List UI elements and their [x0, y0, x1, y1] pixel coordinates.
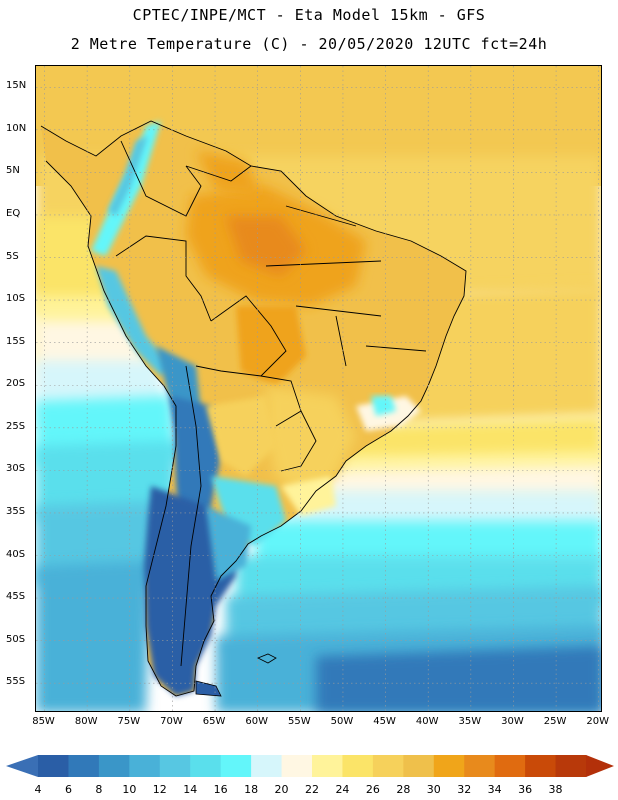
title-line-2: 2 Metre Temperature (C) - 20/05/2020 12U…: [70, 35, 548, 53]
tierra-del-fuego: [195, 680, 222, 697]
argentina-north: [206, 396, 276, 476]
border-brazil-states: [265, 205, 427, 367]
colorbar-cell: [342, 755, 374, 777]
ocean-band-6: [316, 646, 601, 711]
andes-cold-north: [108, 136, 148, 216]
lat-label: 10S: [6, 293, 26, 305]
lon-label: 55W: [288, 716, 311, 727]
colorbar-tick-label: 18: [244, 783, 259, 796]
lon-label: 85W: [32, 716, 55, 727]
lat-label: 50S: [6, 633, 26, 645]
lat-label: 5S: [6, 250, 19, 262]
colorbar-cell: [494, 755, 526, 777]
lon-label: 60W: [245, 716, 268, 727]
coastline: [40, 120, 467, 697]
border-paraguay: [260, 375, 302, 427]
border-venezuela: [185, 165, 252, 182]
lon-label: 45W: [373, 716, 396, 727]
colorbar-tick-label: 38: [548, 783, 563, 796]
colorbar-tick-label: 24: [335, 783, 350, 796]
lon-label: 75W: [117, 716, 141, 727]
colorbar-cell: [251, 755, 283, 777]
colorbar-cell: [159, 755, 191, 777]
colorbar-tick-label: 20: [274, 783, 289, 796]
lat-label: 35S: [6, 505, 26, 517]
pacific-10: [36, 561, 151, 711]
lat-label: 5N: [6, 165, 20, 177]
land-coast-20: [356, 396, 421, 431]
colorbar-cell: [129, 755, 161, 777]
colorbar-cell: [525, 755, 557, 777]
border-argentina-chile: [180, 365, 202, 667]
andes-peru: [96, 266, 171, 376]
title-line-1: CPTEC/INPE/MCT - Eta Model 15km - GFS: [132, 6, 486, 24]
colorbar-tick-label: 34: [487, 783, 502, 796]
lat-label: EQ: [6, 207, 21, 219]
lon-label: 35W: [458, 716, 482, 727]
colorbar-cell: [38, 755, 69, 777]
lon-label: 20W: [586, 716, 610, 727]
colorbar-cell: [555, 755, 587, 777]
map-canvas: [36, 66, 601, 711]
colorbar-tick-label: 26: [365, 783, 380, 796]
lat-label: 30S: [6, 463, 26, 475]
colorbar-high-arrow: [586, 755, 614, 777]
pacific-14: [36, 441, 176, 521]
land-pantanal: [236, 306, 306, 386]
colorbar-cell: [190, 755, 222, 777]
colorbar-cell: [281, 755, 313, 777]
country-borders: [40, 120, 467, 697]
colorbar-tick-label: 16: [213, 783, 228, 796]
colorbar-tick-label: 22: [305, 783, 319, 796]
lon-label: 80W: [74, 716, 98, 727]
colorbar-cell: [372, 755, 404, 777]
border-colombia: [120, 140, 202, 217]
colorbar-tick-label: 6: [64, 783, 72, 796]
falklands: [257, 653, 277, 664]
border-bolivia: [195, 295, 287, 377]
lat-label: 45S: [6, 591, 26, 603]
colorbar-tick-label: 32: [457, 783, 472, 796]
colorbar-cell: [403, 755, 435, 777]
gridlines: [36, 66, 601, 711]
lat-label: 55S: [6, 676, 26, 688]
lat-label: 25S: [6, 420, 26, 432]
lon-label: 50W: [330, 716, 354, 727]
temperature-map: [35, 65, 602, 712]
lon-label: 65W: [202, 716, 226, 727]
lat-label: 10N: [6, 122, 27, 134]
colorbar-cells: [6, 755, 614, 777]
border-uruguay: [280, 410, 317, 472]
colorbar-tick-label: 12: [152, 783, 167, 796]
land-southern-brazil: [266, 386, 356, 496]
argentina-mid: [206, 506, 251, 581]
colorbar-low-arrow: [6, 755, 38, 777]
colorbar-tick-label: 30: [426, 783, 441, 796]
lon-label: 30W: [501, 716, 524, 727]
colorbar-cell: [220, 755, 252, 777]
colorbar-cell: [433, 755, 465, 777]
colorbar-tick-label: 14: [183, 783, 198, 796]
colorbar-tick-label: 4: [34, 783, 42, 796]
lon-label: 40W: [415, 716, 439, 727]
land-amazon-core: [226, 216, 306, 276]
land-mountains-cool: [371, 396, 396, 416]
lon-label: 25W: [543, 716, 567, 727]
colorbar-tick-label: 28: [396, 783, 411, 796]
lat-label: 15S: [6, 335, 26, 347]
lat-label: 20S: [6, 378, 26, 390]
colorbar-cell: [464, 755, 496, 777]
colorbar-cell: [98, 755, 130, 777]
colorbar-tick-label: 8: [95, 783, 103, 796]
colorbar-cell: [312, 755, 343, 777]
colorbar-cell: [68, 755, 100, 777]
colorbar: [6, 755, 614, 777]
lat-label: 15N: [6, 80, 27, 92]
colorbar-tick-label: 36: [518, 783, 533, 796]
lon-label: 70W: [160, 716, 183, 727]
colorbar-tick-label: 10: [122, 783, 137, 796]
lat-label: 40S: [6, 548, 26, 560]
